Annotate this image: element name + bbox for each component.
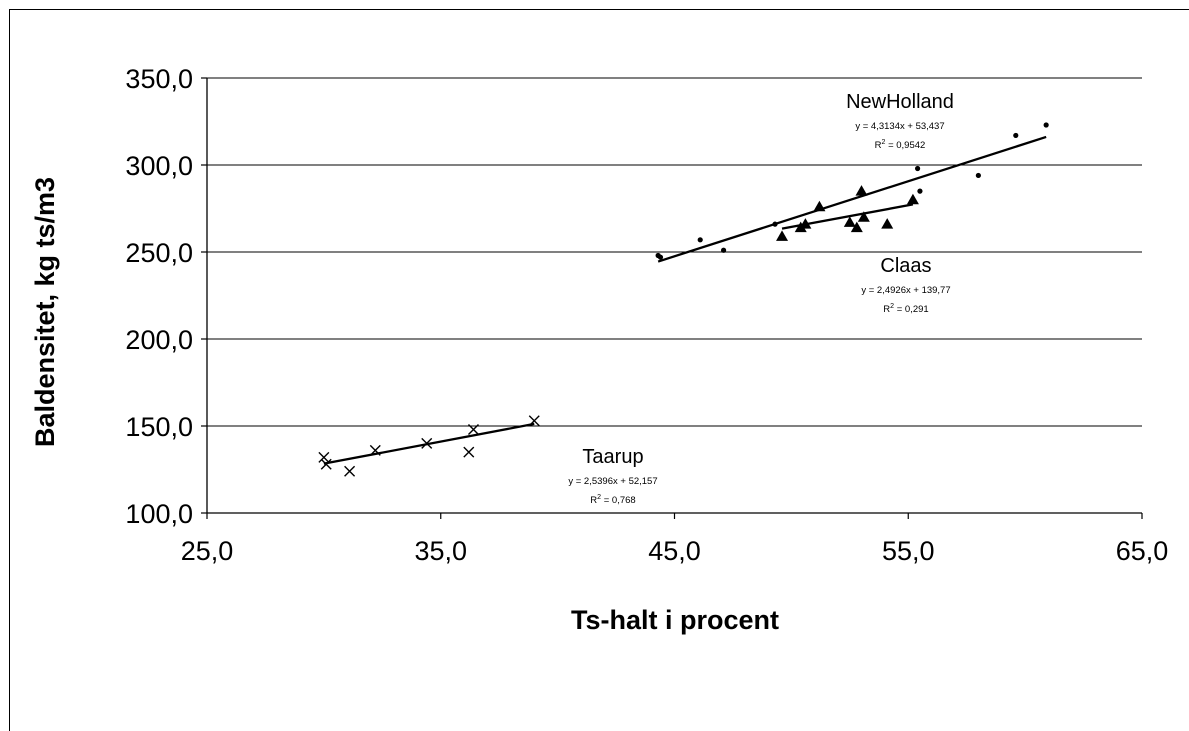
tick-labels: 100,0 150,0 200,0 250,0 300,0 350,0 25,0 35,0 45…	[125, 64, 1168, 566]
trendline-equation: y = 2,5396x + 52,157	[568, 476, 657, 487]
trendline-equation: y = 2,4926x + 139,77	[861, 285, 950, 296]
data-point	[318, 451, 330, 463]
data-point	[528, 415, 540, 427]
data-point	[906, 193, 919, 205]
trendlines	[323, 135, 1047, 465]
y-axis-title: Baldensitet, kg ts/m3	[30, 177, 60, 447]
data-point	[850, 221, 863, 233]
y-tick-label: 200,0	[125, 325, 193, 355]
data-point	[776, 230, 789, 241]
series-annotations: NewHolland y = 4,3134x + 53,437 R2 = 0,954…	[568, 91, 954, 506]
data-point	[344, 465, 356, 477]
trendline-r-squared: R2 = 0,768	[590, 494, 635, 506]
trendline-r-squared: R2 = 0,291	[883, 303, 928, 315]
y-tick-label: 250,0	[125, 238, 193, 268]
data-point	[772, 221, 778, 227]
y-tick-label: 300,0	[125, 151, 193, 181]
x-tick-label: 55,0	[882, 536, 935, 566]
trendline-equation: y = 4,3134x + 53,437	[855, 121, 944, 132]
data-point	[467, 423, 479, 435]
data-point	[1043, 122, 1049, 128]
data-point	[975, 172, 981, 179]
x-tick-label: 65,0	[1116, 536, 1169, 566]
y-tick-label: 150,0	[125, 412, 193, 442]
trendline-newholland	[657, 135, 1047, 263]
data-point	[855, 185, 868, 196]
data-point	[881, 218, 894, 229]
data-points	[318, 122, 1049, 477]
data-point	[857, 211, 870, 222]
data-point	[369, 444, 381, 456]
data-point	[915, 165, 921, 172]
data-point	[720, 247, 727, 253]
x-tick-label: 35,0	[414, 536, 467, 566]
y-tick-label: 100,0	[125, 499, 193, 529]
x-axis-title: Ts-halt i procent	[571, 605, 779, 635]
x-tick-label: 45,0	[648, 536, 701, 566]
data-point	[799, 218, 812, 229]
data-point	[843, 216, 856, 227]
data-point	[697, 237, 703, 243]
data-point	[917, 188, 923, 194]
data-point	[1013, 132, 1019, 139]
axes	[206, 78, 1142, 514]
trendline-r-squared: R2 = 0,9542	[875, 139, 926, 151]
data-point	[320, 458, 332, 470]
trendline-taarup	[323, 422, 535, 465]
series-name-label: Claas	[880, 255, 931, 277]
data-point	[421, 437, 433, 449]
data-point	[813, 200, 826, 212]
data-point	[463, 446, 475, 458]
chart-frame	[9, 9, 1189, 731]
series-name-label: NewHolland	[846, 91, 954, 113]
x-tick-label: 25,0	[181, 536, 234, 566]
y-tick-label: 350,0	[125, 64, 193, 94]
series-name-label: Taarup	[582, 446, 643, 468]
gridlines	[207, 77, 1142, 427]
data-point	[657, 254, 664, 260]
